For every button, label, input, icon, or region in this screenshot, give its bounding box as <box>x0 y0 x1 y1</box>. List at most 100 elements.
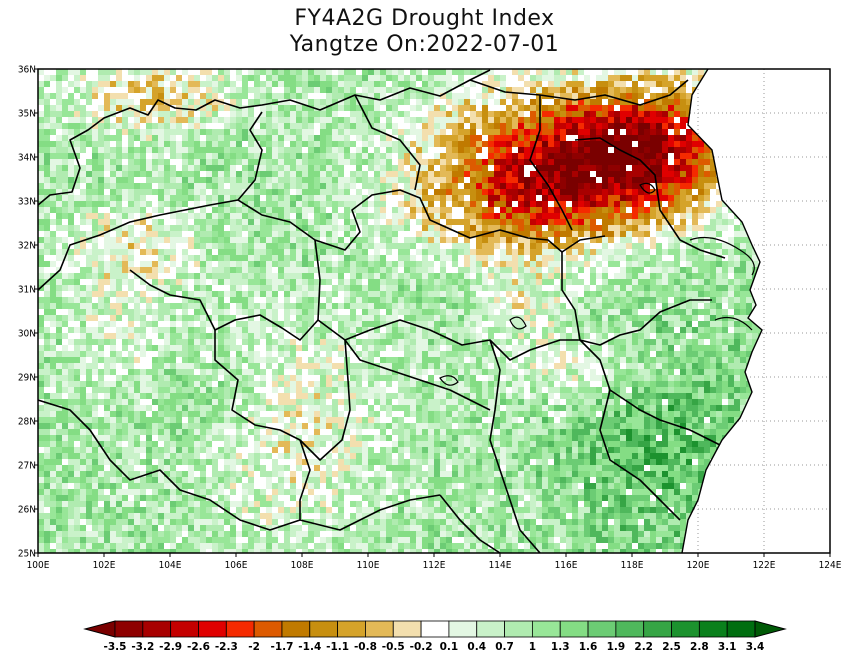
index-pixel <box>344 279 350 285</box>
index-pixel <box>224 189 230 195</box>
index-pixel <box>596 273 602 279</box>
index-pixel <box>506 195 512 201</box>
index-pixel <box>290 267 296 273</box>
index-pixel <box>548 69 554 75</box>
index-pixel <box>182 237 188 243</box>
index-pixel <box>476 105 482 111</box>
index-pixel <box>704 261 710 267</box>
index-pixel <box>524 219 530 225</box>
index-pixel <box>500 93 506 99</box>
index-pixel <box>284 255 290 261</box>
index-pixel <box>254 285 260 291</box>
index-pixel <box>632 81 638 87</box>
index-pixel <box>758 249 762 255</box>
index-pixel <box>452 273 458 279</box>
index-pixel <box>614 105 620 111</box>
index-pixel <box>326 123 332 129</box>
index-pixel <box>440 81 446 87</box>
index-pixel <box>290 189 296 195</box>
index-pixel <box>56 297 62 303</box>
index-pixel <box>206 273 212 279</box>
index-pixel <box>56 201 62 207</box>
index-pixel <box>56 69 62 75</box>
index-pixel <box>98 237 104 243</box>
index-pixel <box>524 111 530 117</box>
index-pixel <box>620 99 626 105</box>
index-pixel <box>218 183 224 189</box>
index-pixel <box>134 177 140 183</box>
index-pixel <box>284 129 290 135</box>
index-pixel <box>278 147 284 153</box>
index-pixel <box>728 129 734 135</box>
index-pixel <box>200 291 206 297</box>
index-pixel <box>668 129 674 135</box>
index-pixel <box>200 171 206 177</box>
index-pixel <box>584 87 590 93</box>
index-pixel <box>128 231 134 237</box>
index-pixel <box>782 183 788 189</box>
index-pixel <box>122 243 128 249</box>
index-pixel <box>272 165 278 171</box>
index-pixel <box>38 183 44 189</box>
index-pixel <box>92 225 98 231</box>
index-pixel <box>566 279 572 285</box>
index-pixel <box>230 93 236 99</box>
index-pixel <box>488 249 494 255</box>
index-pixel <box>560 267 566 273</box>
index-pixel <box>464 237 470 243</box>
index-pixel <box>440 87 446 93</box>
index-pixel <box>788 267 794 273</box>
index-pixel <box>188 249 194 255</box>
index-pixel <box>344 141 350 147</box>
index-pixel <box>770 147 776 153</box>
index-pixel <box>56 291 62 297</box>
index-pixel <box>668 249 674 255</box>
index-pixel <box>788 201 794 207</box>
index-pixel <box>68 75 74 81</box>
index-pixel <box>542 285 548 291</box>
index-pixel <box>410 135 416 141</box>
index-pixel <box>380 267 386 273</box>
index-pixel <box>236 75 242 81</box>
index-pixel <box>338 129 344 135</box>
index-pixel <box>38 195 44 201</box>
index-pixel <box>218 261 224 267</box>
index-pixel <box>56 249 62 255</box>
index-pixel <box>428 189 434 195</box>
index-pixel <box>770 87 776 93</box>
index-pixel <box>752 261 758 267</box>
index-pixel <box>98 105 104 111</box>
index-pixel <box>134 279 140 285</box>
index-pixel <box>98 261 104 267</box>
index-pixel <box>452 141 458 147</box>
index-pixel <box>698 183 704 189</box>
index-pixel <box>326 153 332 159</box>
index-pixel <box>188 291 194 297</box>
index-pixel <box>338 201 344 207</box>
index-pixel <box>782 69 788 75</box>
index-pixel <box>98 273 104 279</box>
index-pixel <box>380 123 386 129</box>
index-pixel <box>626 291 632 297</box>
index-pixel <box>356 183 362 189</box>
index-pixel <box>128 291 134 297</box>
index-pixel <box>410 207 416 213</box>
index-pixel <box>746 189 752 195</box>
index-pixel <box>722 159 728 165</box>
index-pixel <box>218 129 224 135</box>
index-pixel <box>326 303 332 309</box>
index-pixel <box>206 231 212 237</box>
index-pixel <box>56 225 62 231</box>
index-pixel <box>452 159 458 165</box>
index-pixel <box>716 123 722 129</box>
index-pixel <box>596 147 602 153</box>
index-pixel <box>320 291 326 297</box>
index-pixel <box>428 261 434 267</box>
index-pixel <box>548 129 554 135</box>
index-pixel <box>704 165 710 171</box>
index-pixel <box>404 183 410 189</box>
index-pixel <box>128 123 134 129</box>
index-pixel <box>170 165 176 171</box>
index-pixel <box>722 297 728 303</box>
index-pixel <box>500 177 506 183</box>
